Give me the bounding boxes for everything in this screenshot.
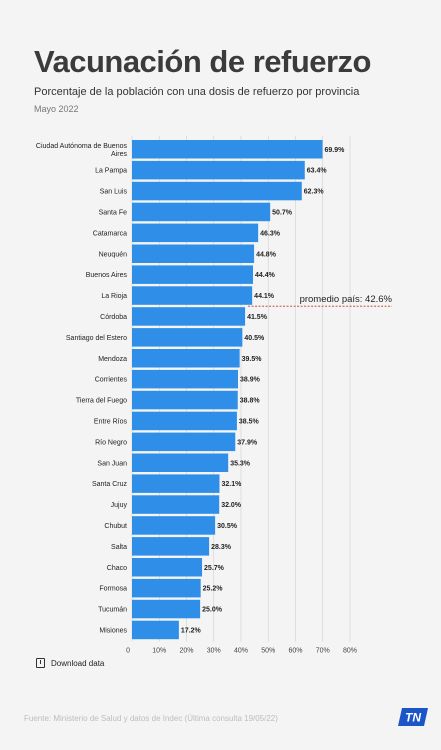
category-label: San Luis: [100, 189, 128, 196]
bar: [132, 286, 253, 305]
value-label: 44.1%: [254, 293, 275, 300]
category-label: San Juan: [97, 460, 127, 467]
x-tick-label: 10%: [152, 648, 166, 655]
bar: [132, 307, 246, 326]
value-label: 44.4%: [255, 272, 276, 279]
value-label: 25.2%: [203, 586, 224, 593]
value-label: 63.4%: [307, 168, 328, 175]
download-icon: [36, 658, 45, 668]
bar: [132, 474, 220, 493]
bar: [132, 411, 237, 431]
category-label: Neuquén: [99, 251, 128, 258]
page-title: Vacunación de refuerzo: [34, 44, 372, 79]
category-label: Buenos Aires: [86, 272, 128, 279]
bar: [132, 495, 220, 514]
category-label: Corrientes: [95, 377, 128, 384]
value-label: 25.0%: [202, 607, 223, 614]
category-label: Santa Cruz: [92, 481, 128, 488]
value-label: 46.3%: [260, 230, 281, 237]
value-label: 38.9%: [240, 377, 261, 384]
category-label: La Pampa: [95, 168, 127, 175]
x-tick-label: 50%: [261, 648, 275, 655]
bar-chart: Ciudad Autónoma de Buenos Aires 69.9% La Pa…: [36, 136, 393, 655]
average-label: promedio país: 42.6%: [300, 294, 393, 305]
bar: [132, 453, 229, 472]
category-label: Santiago del Estero: [66, 335, 127, 342]
value-label: 32.0%: [221, 502, 242, 509]
category-label: Santa Fe: [99, 209, 128, 216]
bar: [132, 202, 271, 222]
category-label: Misiones: [99, 627, 127, 634]
value-label: 44.8%: [256, 251, 277, 258]
bar: [132, 516, 216, 535]
category-label: Córdoba: [100, 314, 127, 321]
x-tick-label: 30%: [207, 648, 221, 655]
value-label: 28.3%: [211, 544, 232, 551]
x-tick-label: 0: [126, 648, 130, 655]
value-label: 35.3%: [230, 460, 251, 467]
bar: [132, 244, 255, 263]
category-label: Entre Ríos: [94, 418, 128, 425]
category-label: Río Negro: [95, 439, 127, 446]
bar: [132, 181, 302, 201]
x-tick-label: 70%: [316, 648, 330, 655]
bar: [132, 620, 179, 640]
category-label: Salta: [111, 544, 127, 551]
x-tick-label: 40%: [234, 648, 248, 655]
value-label: 62.3%: [304, 189, 325, 196]
bar: [132, 390, 238, 410]
tn-logo: TN: [398, 708, 428, 726]
x-tick-label: 80%: [343, 648, 357, 655]
category-label: Formosa: [99, 586, 127, 593]
value-label: 38.5%: [239, 418, 260, 425]
value-label: 30.5%: [217, 523, 238, 530]
source-note: Fuente: Ministerio de Salud y datos de I…: [24, 714, 278, 723]
value-label: 32.1%: [221, 481, 242, 488]
page-subtitle: Porcentaje de la población con una dosis…: [34, 86, 360, 98]
bar: [132, 558, 203, 577]
value-label: 69.9%: [324, 147, 345, 154]
bar: [132, 140, 323, 159]
bar: [132, 432, 236, 452]
bar: [132, 599, 201, 619]
x-tick-label: 60%: [288, 648, 302, 655]
download-data-label: Download data: [51, 658, 105, 668]
bar: [132, 349, 240, 368]
category-label: Catamarca: [93, 230, 127, 237]
download-data-button[interactable]: Download data: [36, 658, 104, 668]
value-label: 39.5%: [242, 356, 263, 363]
category-label: Chaco: [107, 565, 127, 572]
svg-text:TN: TN: [405, 711, 421, 725]
bar: [132, 223, 259, 243]
value-label: 37.9%: [237, 439, 258, 446]
value-label: 25.7%: [204, 565, 225, 572]
category-label: La Rioja: [101, 293, 127, 300]
date-label: Mayo 2022: [34, 104, 79, 114]
bar: [132, 578, 201, 598]
category-label: Chubut: [104, 523, 127, 530]
bar: [132, 537, 210, 556]
bar: [132, 369, 239, 389]
category-label: Ciudad Autónoma de Buenos Aires: [36, 143, 128, 158]
category-label: Mendoza: [98, 356, 127, 363]
value-label: 17.2%: [181, 627, 202, 634]
bar: [132, 265, 253, 284]
value-label: 40.5%: [244, 335, 265, 342]
value-label: 50.7%: [272, 209, 293, 216]
value-label: 38.8%: [240, 398, 261, 405]
category-label: Tucumán: [98, 607, 127, 614]
category-label: Tierra del Fuego: [76, 398, 127, 405]
x-tick-label: 20%: [179, 648, 193, 655]
category-label: Jujuy: [111, 502, 128, 509]
bar: [132, 328, 243, 347]
bar: [132, 160, 305, 180]
value-label: 41.5%: [247, 314, 268, 321]
